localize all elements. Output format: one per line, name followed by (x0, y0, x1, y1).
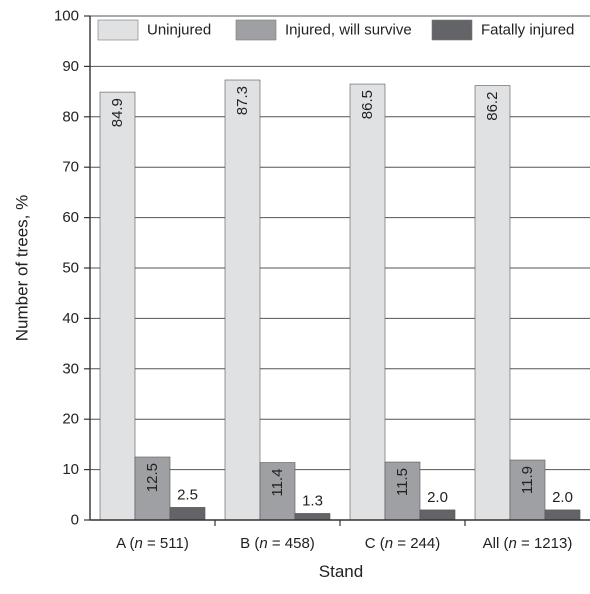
data-label: 86.2 (484, 92, 501, 121)
y-tick-label: 80 (62, 108, 79, 125)
bars (99, 79, 581, 521)
data-label: 1.3 (302, 492, 323, 509)
legend-swatch (431, 19, 473, 41)
y-tick-label: 40 (62, 310, 79, 327)
bar (349, 83, 386, 521)
data-label: 12.5 (144, 463, 161, 492)
x-tick-label: A (n = 511) (116, 535, 189, 552)
legend-label: Uninjured (147, 22, 211, 39)
bar (509, 459, 546, 521)
data-label: 86.5 (359, 90, 376, 119)
x-tick-labels: A (n = 511) B (n = 458) C (n = 244) All (n … (116, 535, 572, 552)
legend-swatch (235, 19, 277, 41)
y-tick-label: 100 (54, 8, 79, 25)
legend-label: Fatally injured (481, 22, 574, 39)
y-tick-label: 70 (62, 159, 79, 176)
y-tick-label: 90 (62, 58, 79, 75)
data-label: 11.9 (519, 466, 536, 494)
bar (474, 85, 511, 521)
data-label: 2.0 (427, 489, 448, 506)
y-tick-labels: 0 10 20 30 40 50 60 70 80 90 100 (54, 8, 79, 529)
bar (294, 513, 331, 521)
x-tick-label: All (n = 1213) (483, 535, 573, 552)
bar (544, 509, 581, 521)
bar (134, 456, 171, 521)
x-tick-label: B (n = 458) (240, 535, 315, 552)
x-tick-label: C (n = 244) (365, 535, 440, 552)
axes (84, 15, 590, 526)
data-label: 2.5 (177, 486, 198, 503)
bar (224, 79, 261, 521)
data-label: 11.4 (269, 469, 286, 497)
gridlines (90, 15, 590, 471)
x-axis-title: Stand (319, 562, 363, 581)
bar (169, 507, 206, 521)
y-tick-label: 50 (62, 260, 79, 277)
bar (419, 509, 456, 521)
data-label: 87.3 (234, 86, 251, 115)
data-label: 11.5 (394, 468, 411, 496)
data-label: 84.9 (109, 98, 126, 127)
y-tick-label: 20 (62, 411, 79, 428)
legend-label: Injured, will survive (285, 22, 412, 39)
y-tick-label: 10 (62, 461, 79, 478)
legend-swatch (97, 19, 139, 41)
y-tick-label: 0 (71, 512, 79, 529)
y-tick-label: 30 (62, 360, 79, 377)
y-tick-label: 60 (62, 209, 79, 226)
data-labels: 84.9 12.5 2.5 87.3 11.4 1.3 86.5 11.5 2.0 86.2 11.… (109, 86, 573, 509)
y-axis-title: Number of trees, % (13, 195, 32, 341)
bar (99, 91, 136, 521)
data-label: 2.0 (552, 489, 573, 506)
bar (259, 462, 296, 521)
legend: Uninjured Injured, will survive Fatally in… (97, 19, 574, 41)
